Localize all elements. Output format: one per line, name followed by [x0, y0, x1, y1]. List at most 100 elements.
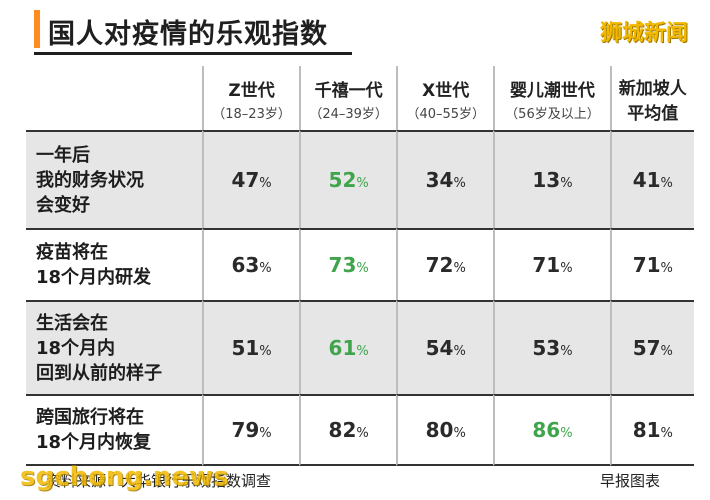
column-header: 千禧一代 （24–39岁）	[299, 66, 396, 130]
column-header: Z世代 （18–23岁）	[202, 66, 299, 130]
row-label-line: 回到从前的样子	[36, 362, 162, 384]
column-header-sub: （18–23岁）	[212, 107, 291, 122]
value-cell: 47%	[202, 130, 300, 228]
table-row: 一年后 我的财务状况 会变好 47% 52% 34% 13% 41%	[26, 130, 694, 228]
value-cell: 51%	[202, 300, 300, 394]
row-label: 生活会在 18个月内回到从前的样子	[26, 300, 202, 394]
percent-unit: %	[453, 261, 466, 276]
percent-unit: %	[356, 344, 369, 359]
percent-unit: %	[660, 426, 673, 441]
row-label-line: 18个月内	[36, 337, 116, 359]
value-cell: 72%	[396, 228, 494, 300]
value-cell: 86%	[493, 394, 610, 466]
row-label-line: 生活会在	[36, 312, 108, 334]
column-header-name: 新加坡人	[618, 79, 687, 99]
percent-unit: %	[560, 176, 573, 191]
row-label-line: 会变好	[36, 194, 90, 216]
chart-credit: 早报图表	[600, 472, 661, 490]
column-header-name: Z世代	[228, 81, 275, 101]
percent-unit: %	[356, 426, 369, 441]
percent-unit: %	[560, 344, 573, 359]
percent-unit: %	[560, 426, 573, 441]
percent-unit: %	[660, 344, 673, 359]
column-header-name-line2: 平均值	[627, 104, 679, 124]
table-row: 跨国旅行将在 18个月内恢复 79% 82% 80% 86% 81%	[26, 394, 694, 466]
title-underline	[34, 52, 352, 55]
value-cell: 61%	[299, 300, 397, 394]
value-number: 34	[425, 168, 454, 192]
value-cell: 79%	[202, 394, 300, 466]
value-number: 86	[532, 418, 561, 442]
watermark-top: 狮城新闻	[600, 21, 689, 46]
value-cell: 54%	[396, 300, 494, 394]
column-header-sub: （56岁及以上）	[505, 107, 600, 122]
value-number: 61	[328, 336, 357, 360]
value-number: 52	[328, 168, 357, 192]
table-row: 疫苗将在 18个月内研发 63% 73% 72% 71% 71%	[26, 228, 694, 300]
value-cell: 41%	[609, 130, 694, 228]
value-cell: 13%	[493, 130, 610, 228]
percent-unit: %	[356, 261, 369, 276]
value-cell: 80%	[396, 394, 494, 466]
source-note: 资料来源：大华银行乐观指数调查	[46, 472, 272, 490]
column-header-name: 千禧一代	[314, 81, 383, 101]
column-header: 新加坡人 平均值	[609, 66, 694, 130]
value-number: 71	[532, 253, 561, 277]
value-cell: 82%	[299, 394, 397, 466]
title-accent-bar	[34, 10, 40, 48]
value-cell: 81%	[609, 394, 694, 466]
percent-unit: %	[660, 261, 673, 276]
value-number: 51	[231, 336, 260, 360]
value-number: 81	[632, 418, 661, 442]
value-number: 47	[231, 168, 260, 192]
value-cell: 52%	[299, 130, 397, 228]
column-header-sub: （24–39岁）	[309, 107, 388, 122]
value-number: 63	[231, 253, 260, 277]
chart-title: 国人对疫情的乐观指数	[48, 19, 328, 50]
value-cell: 71%	[609, 228, 694, 300]
value-number: 54	[425, 336, 454, 360]
value-number: 72	[425, 253, 454, 277]
row-label-line: 18个月内恢复	[36, 432, 152, 453]
column-header-name: 婴儿潮世代	[509, 81, 595, 101]
row-label-line: 疫苗将在	[36, 242, 108, 263]
watermark-bottom: sgchong.news	[20, 462, 229, 492]
column-header: 婴儿潮世代 （56岁及以上）	[493, 66, 609, 130]
optimism-table: Z世代 （18–23岁） 千禧一代 （24–39岁） X世代 （40–55岁） …	[26, 66, 694, 466]
value-cell: 53%	[493, 300, 610, 394]
percent-unit: %	[259, 176, 272, 191]
value-cell: 73%	[299, 228, 397, 300]
value-number: 41	[632, 168, 661, 192]
percent-unit: %	[259, 426, 272, 441]
column-header-sub: （40–55岁）	[406, 107, 486, 122]
value-cell: 63%	[202, 228, 300, 300]
value-number: 71	[632, 253, 661, 277]
value-number: 73	[328, 253, 357, 277]
row-label-line: 我的财务状况	[36, 169, 144, 191]
value-cell: 34%	[396, 130, 494, 228]
percent-unit: %	[660, 176, 673, 191]
value-number: 80	[425, 418, 454, 442]
header-row: Z世代 （18–23岁） 千禧一代 （24–39岁） X世代 （40–55岁） …	[26, 66, 694, 130]
percent-unit: %	[560, 261, 573, 276]
value-number: 57	[632, 336, 661, 360]
value-number: 13	[532, 168, 561, 192]
row-label: 跨国旅行将在 18个月内恢复	[26, 394, 202, 466]
percent-unit: %	[259, 261, 272, 276]
percent-unit: %	[356, 176, 369, 191]
row-label: 疫苗将在 18个月内研发	[26, 228, 202, 300]
percent-unit: %	[453, 176, 466, 191]
row-label-line: 18个月内研发	[36, 267, 152, 288]
column-header: X世代 （40–55岁）	[396, 66, 493, 130]
value-number: 79	[231, 418, 260, 442]
percent-unit: %	[453, 426, 466, 441]
column-header-name: X世代	[422, 81, 470, 101]
row-label-line: 跨国旅行将在	[36, 407, 144, 428]
table-row: 生活会在 18个月内 回到从前的样子 51% 61% 54% 53% 57%	[26, 300, 694, 394]
row-label-line: 一年后	[36, 144, 90, 166]
value-number: 82	[328, 418, 357, 442]
percent-unit: %	[453, 344, 466, 359]
header-corner	[26, 66, 202, 130]
value-number: 53	[532, 336, 561, 360]
percent-unit: %	[259, 344, 272, 359]
